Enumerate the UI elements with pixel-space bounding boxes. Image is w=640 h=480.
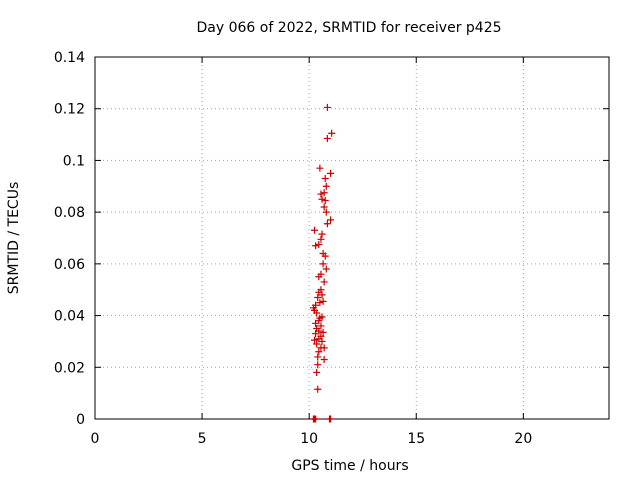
data-point: [321, 252, 329, 260]
data-point: [315, 240, 323, 248]
x-axis-title: GPS time / hours: [291, 458, 408, 474]
data-point: [316, 164, 324, 172]
plot-frame: [94, 56, 610, 420]
data-point: [322, 265, 330, 273]
data-point: [314, 293, 322, 301]
grid-layer: [95, 57, 609, 419]
data-point: [320, 344, 328, 352]
data-point: [321, 175, 329, 183]
data-point: [323, 220, 331, 228]
y-tick-label: 0.14: [54, 50, 85, 66]
data-point: [315, 273, 323, 281]
data-point: [320, 203, 328, 211]
data-points: [309, 103, 336, 423]
data-point: [318, 230, 326, 238]
y-tick-label: 0.02: [54, 360, 85, 376]
y-axis-title: SRMTID / TECUs: [6, 182, 22, 295]
data-point: [323, 134, 331, 142]
data-point: [327, 169, 335, 177]
tick-layer: 0 0.02 0.04 0.06 0.08 0.1 0.12 0.14 0 5 10 15 20: [54, 50, 609, 447]
y-tick-label: 0.08: [54, 205, 85, 221]
data-point: [313, 340, 321, 348]
data-point: [318, 337, 326, 345]
data-point: [319, 260, 327, 268]
data-point: [311, 226, 319, 234]
data-point: [311, 336, 319, 344]
data-point: [316, 299, 324, 307]
data-point: [320, 189, 328, 197]
data-point: [314, 361, 322, 369]
data-point: [319, 297, 327, 305]
y-tick-label: 0.1: [63, 153, 85, 169]
data-point: [320, 356, 328, 364]
x-tick-label: 0: [91, 431, 100, 447]
data-point: [317, 322, 325, 330]
data-point: [314, 385, 322, 393]
y-tick-label: 0.06: [54, 257, 85, 273]
data-point: [318, 291, 326, 299]
data-point: [320, 278, 328, 286]
data-point: [312, 242, 320, 250]
data-point: [328, 129, 336, 137]
data-point: [314, 353, 322, 361]
data-point: [315, 348, 323, 356]
data-point: [323, 103, 331, 111]
chart-title: Day 066 of 2022, SRMTID for receiver p42…: [196, 20, 501, 36]
y-tick-label: 0: [76, 412, 85, 428]
x-tick-label: 20: [514, 431, 532, 447]
data-point: [317, 235, 325, 243]
data-point: [313, 309, 321, 317]
x-tick-label: 5: [198, 431, 207, 447]
data-point: [327, 415, 335, 423]
data-point: [318, 195, 326, 203]
x-tick-label: 15: [407, 431, 425, 447]
data-point: [312, 319, 320, 327]
y-tick-label: 0.04: [54, 309, 85, 325]
data-point: [327, 216, 335, 224]
data-point: [321, 197, 329, 205]
data-point: [317, 190, 325, 198]
data-point: [313, 368, 321, 376]
data-point: [312, 330, 320, 338]
y-tick-label: 0.12: [54, 102, 85, 118]
data-point: [312, 415, 320, 423]
data-point: [319, 328, 327, 336]
data-point: [322, 182, 330, 190]
x-tick-label: 10: [300, 431, 318, 447]
data-point: [322, 208, 330, 216]
